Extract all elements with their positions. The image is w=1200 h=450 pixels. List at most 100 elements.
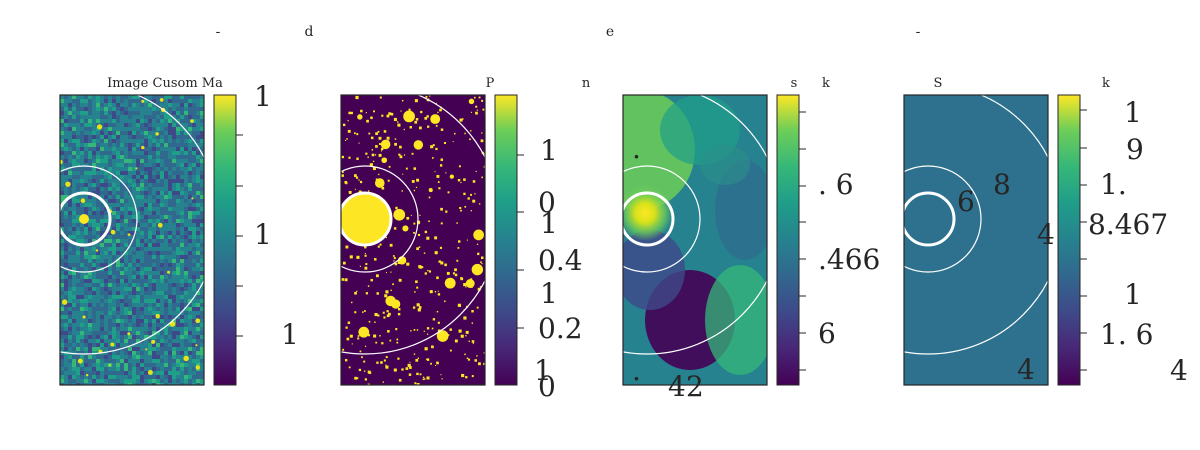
image-pixel [108, 239, 112, 243]
image-pixel [112, 339, 116, 343]
image-pixel [148, 279, 152, 283]
image-pixel [100, 327, 104, 331]
image-pixel [124, 379, 128, 383]
image-pixel [136, 379, 140, 383]
image-pixel [104, 215, 108, 219]
image-pixel [176, 167, 180, 171]
image-pixel [144, 267, 148, 271]
image-pixel [88, 203, 92, 207]
image-pixel [136, 375, 140, 379]
panel-flat-apertures [904, 95, 1048, 355]
image-pixel [188, 243, 192, 247]
image-pixel [164, 295, 168, 299]
mask-speck [430, 362, 433, 365]
panel-flat-title: S [934, 76, 943, 91]
image-pixel [144, 219, 148, 223]
image-pixel [160, 331, 164, 335]
image-pixel [84, 127, 88, 131]
image-pixel [88, 247, 92, 251]
image-pixel [92, 187, 96, 191]
image-pixel [76, 115, 80, 119]
image-pixel [116, 127, 120, 131]
mask-speck [349, 334, 353, 338]
image-pixel [112, 279, 116, 283]
image-pixel [176, 175, 180, 179]
mask-speck [375, 274, 379, 278]
image-pixel [68, 287, 72, 291]
image-pixel [60, 151, 64, 155]
image-pixel [192, 367, 196, 371]
image-pixel [184, 287, 188, 291]
mask-speck [349, 255, 353, 259]
image-pixel [100, 95, 104, 99]
top-label-2: d [305, 24, 314, 40]
image-pixel [140, 299, 144, 303]
image-pixel [80, 231, 84, 235]
image-pixel [192, 239, 196, 243]
image-pixel [152, 315, 156, 319]
image-pixel [76, 227, 80, 231]
image-pixel [148, 195, 152, 199]
image-pixel [100, 335, 104, 339]
image-pixel [104, 139, 108, 143]
image-pixel [164, 99, 168, 103]
image-pixel [156, 155, 160, 159]
image-pixel [120, 251, 124, 255]
image-pixel [60, 315, 64, 319]
panel-image-frame [59, 94, 205, 386]
image-pixel [76, 151, 80, 155]
image-pixel [60, 155, 64, 159]
mask-speck [458, 165, 461, 168]
image-pixel [136, 359, 140, 363]
mask-speck [341, 174, 344, 177]
image-pixel [140, 371, 144, 375]
image-pixel [64, 243, 68, 247]
image-pixel [64, 343, 68, 347]
image-pixel [136, 335, 140, 339]
image-pixel [104, 347, 108, 351]
image-pixel [176, 187, 180, 191]
mask-speck [367, 190, 370, 192]
mask-speck [475, 170, 477, 172]
image-pixel [68, 247, 72, 251]
image-pixel [148, 359, 152, 363]
panel-flat-cbar-label-3: 1. [1100, 168, 1127, 201]
image-pixel [148, 219, 152, 223]
image-pixel [148, 147, 152, 151]
image-pixel [116, 335, 120, 339]
image-pixel [92, 255, 96, 259]
image-pixel [180, 223, 184, 227]
mask-speck [434, 364, 437, 367]
image-pixel [152, 139, 156, 143]
image-pixel [72, 331, 76, 335]
image-pixel [180, 127, 184, 131]
image-pixel [132, 347, 136, 351]
mask-speck [358, 368, 362, 372]
image-pixel [180, 95, 184, 99]
image-pixel [96, 327, 100, 331]
image-pixel [188, 335, 192, 339]
image-pixel [160, 339, 164, 343]
image-pixel [136, 119, 140, 123]
image-pixel [136, 343, 140, 347]
image-pixel [156, 259, 160, 263]
image-pixel [168, 227, 172, 231]
image-pixel [160, 267, 164, 271]
image-pixel [108, 319, 112, 323]
image-pixel [104, 307, 108, 311]
image-pixel [156, 303, 160, 307]
image-pixel [88, 211, 92, 215]
image-pixel [108, 323, 112, 327]
panel-flat-title-2: k [1102, 76, 1110, 91]
image-pixel [196, 335, 200, 339]
image-pixel [180, 355, 184, 359]
image-pixel [88, 379, 92, 383]
image-pixel [92, 375, 96, 379]
mask-speck [373, 334, 377, 338]
image-pixel [200, 303, 204, 307]
mask-speck [416, 303, 420, 307]
image-pixel [164, 159, 168, 163]
image-pixel [84, 259, 88, 263]
image-pixel [132, 195, 136, 199]
image-pixel [100, 283, 104, 287]
